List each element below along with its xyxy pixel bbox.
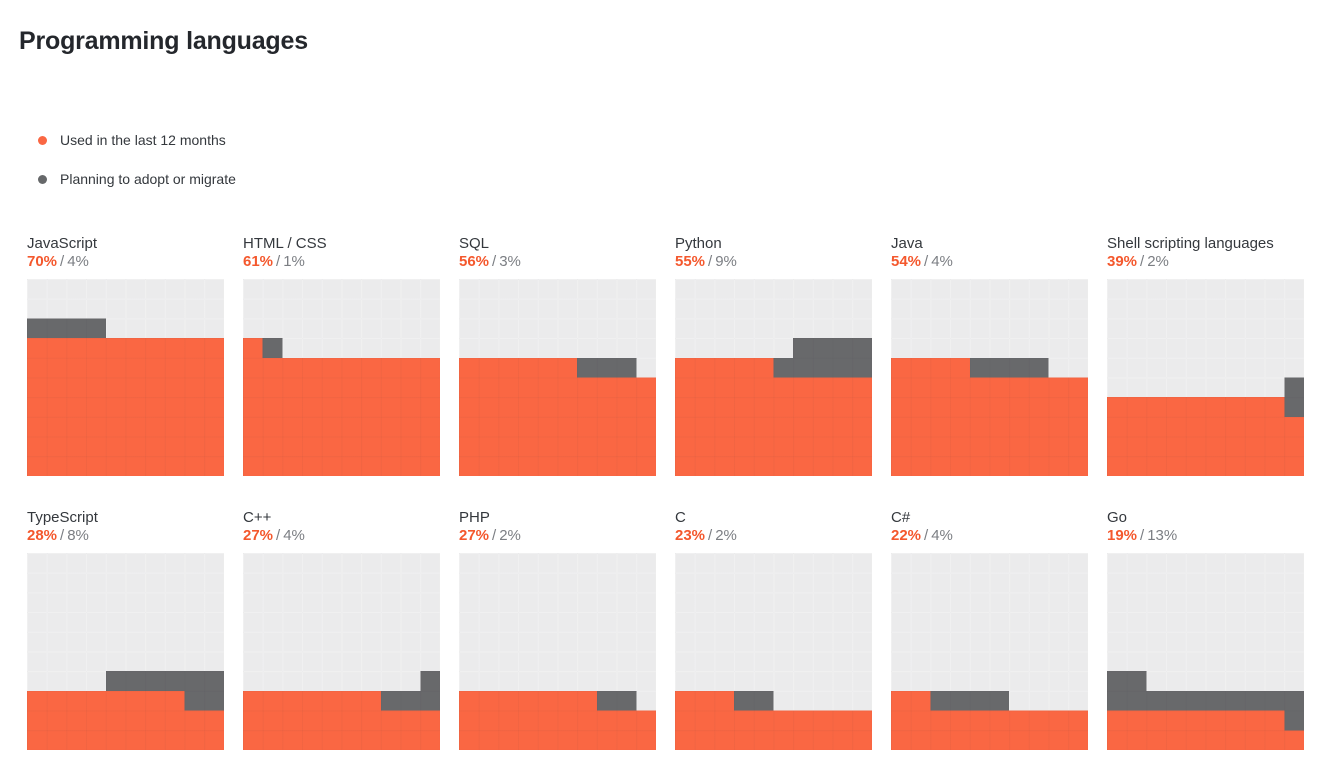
language-values: 61%/1% (243, 253, 440, 271)
language-name: Python (675, 235, 722, 252)
language-name: C# (891, 509, 911, 526)
language-name: C (675, 509, 686, 526)
used-percent: 56% (459, 253, 490, 270)
waffle-chart[interactable] (1107, 553, 1304, 750)
legend-item: Planning to adopt or migrate (38, 170, 236, 188)
language-tile: PHP 27%/2% (459, 509, 656, 750)
planned-percent: 3% (499, 253, 521, 270)
value-separator: / (492, 253, 497, 270)
planned-percent: 8% (67, 527, 89, 544)
planned-percent: 2% (1147, 253, 1169, 270)
value-separator: / (708, 253, 713, 270)
legend-label: Used in the last 12 months (60, 132, 226, 148)
waffle-chart[interactable] (675, 279, 872, 476)
legend-dot-icon (38, 135, 47, 145)
used-percent: 39% (1107, 253, 1138, 270)
used-percent: 27% (243, 527, 274, 544)
language-tile: C++ 27%/4% (243, 509, 440, 750)
waffle-chart[interactable] (459, 553, 656, 750)
used-percent: 27% (459, 527, 490, 544)
language-values: 70%/4% (27, 253, 224, 271)
language-values: 19%/13% (1107, 527, 1304, 545)
used-percent: 55% (675, 253, 706, 270)
used-percent: 22% (891, 527, 922, 544)
value-separator: / (60, 527, 65, 544)
language-name: HTML / CSS (243, 235, 327, 252)
value-separator: / (924, 253, 929, 270)
used-percent: 61% (243, 253, 274, 270)
language-grid: JavaScript 70%/4% HTML / CSS 61%/1% SQL … (27, 235, 1304, 750)
language-name: TypeScript (27, 509, 98, 526)
legend-label: Planning to adopt or migrate (60, 171, 236, 187)
waffle-chart[interactable] (459, 279, 656, 476)
language-name: Go (1107, 509, 1128, 526)
planned-percent: 13% (1147, 527, 1178, 544)
language-name: C++ (243, 509, 272, 526)
value-separator: / (924, 527, 929, 544)
language-tile: C# 22%/4% (891, 509, 1088, 750)
waffle-chart[interactable] (27, 553, 224, 750)
waffle-chart[interactable] (27, 279, 224, 476)
language-tile: SQL 56%/3% (459, 235, 656, 476)
used-percent: 54% (891, 253, 922, 270)
value-separator: / (492, 527, 497, 544)
language-values: 22%/4% (891, 527, 1088, 545)
legend-dot-icon (38, 174, 47, 184)
used-percent: 70% (27, 253, 58, 270)
value-separator: / (276, 527, 281, 544)
language-tile: HTML / CSS 61%/1% (243, 235, 440, 476)
value-separator: / (1140, 253, 1145, 270)
language-name: JavaScript (27, 235, 98, 252)
language-name: SQL (459, 235, 490, 252)
page-title: Programming languages (19, 27, 308, 55)
waffle-chart[interactable] (675, 553, 872, 750)
language-tile: C 23%/2% (675, 509, 872, 750)
value-separator: / (1140, 527, 1145, 544)
language-values: 39%/2% (1107, 253, 1304, 271)
language-values: 27%/2% (459, 527, 656, 545)
waffle-chart[interactable] (891, 553, 1088, 750)
planned-percent: 9% (715, 253, 737, 270)
value-separator: / (60, 253, 65, 270)
language-tile: TypeScript 28%/8% (27, 509, 224, 750)
language-tile: JavaScript 70%/4% (27, 235, 224, 476)
chart-legend: Used in the last 12 months Planning to a… (38, 131, 236, 209)
value-separator: / (276, 253, 281, 270)
planned-percent: 4% (283, 527, 305, 544)
value-separator: / (708, 527, 713, 544)
language-name: Java (891, 235, 923, 252)
language-values: 28%/8% (27, 527, 224, 545)
planned-percent: 4% (67, 253, 89, 270)
used-percent: 28% (27, 527, 58, 544)
planned-percent: 2% (499, 527, 521, 544)
planned-percent: 1% (283, 253, 305, 270)
language-values: 56%/3% (459, 253, 656, 271)
language-values: 23%/2% (675, 527, 872, 545)
language-tile: Python 55%/9% (675, 235, 872, 476)
language-values: 55%/9% (675, 253, 872, 271)
language-name: Shell scripting languages (1107, 235, 1274, 252)
language-tile: Java 54%/4% (891, 235, 1088, 476)
waffle-chart[interactable] (891, 279, 1088, 476)
planned-percent: 4% (931, 253, 953, 270)
used-percent: 19% (1107, 527, 1138, 544)
language-values: 27%/4% (243, 527, 440, 545)
language-values: 54%/4% (891, 253, 1088, 271)
waffle-chart[interactable] (243, 279, 440, 476)
planned-percent: 4% (931, 527, 953, 544)
waffle-chart[interactable] (1107, 279, 1304, 476)
legend-item: Used in the last 12 months (38, 131, 236, 149)
language-tile: Shell scripting languages 39%/2% (1107, 235, 1304, 476)
waffle-chart[interactable] (243, 553, 440, 750)
planned-percent: 2% (715, 527, 737, 544)
used-percent: 23% (675, 527, 706, 544)
language-name: PHP (459, 509, 490, 526)
language-tile: Go 19%/13% (1107, 509, 1304, 750)
